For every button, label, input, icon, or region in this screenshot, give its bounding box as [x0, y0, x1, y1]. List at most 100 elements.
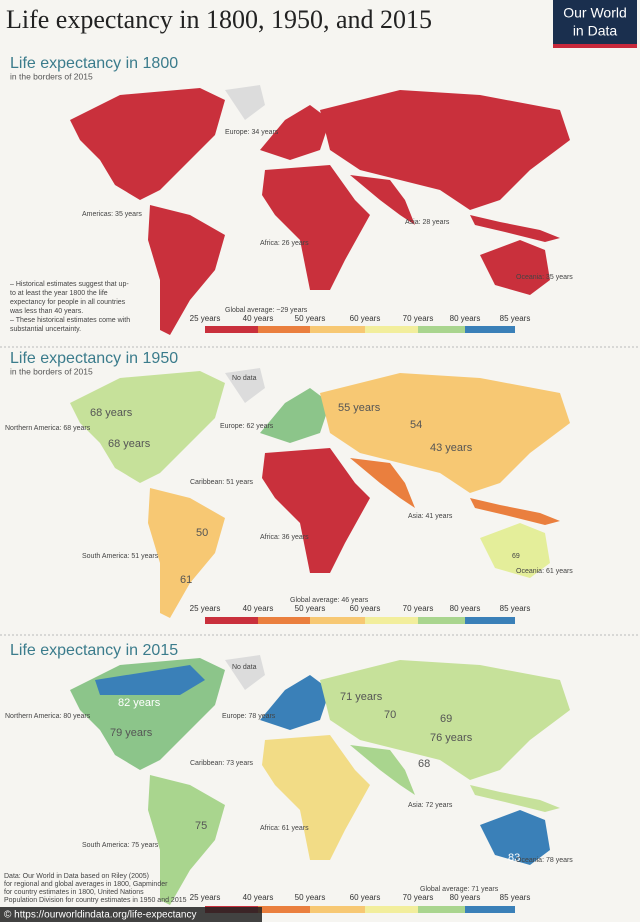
region-label: Asia: 41 years	[408, 513, 453, 520]
global-average: Global average: 71 years	[420, 886, 499, 893]
region-label: No data	[232, 664, 257, 671]
note-line: was less than 40 years.	[9, 308, 83, 315]
region-label: Africa: 61 years	[260, 825, 309, 832]
region-label: Oceania: 61 years	[516, 568, 573, 575]
legend-label: 60 years	[350, 604, 381, 613]
panel-subtitle: in the borders of 2015	[10, 71, 93, 81]
legend-swatch	[418, 326, 465, 333]
legend-swatch	[258, 906, 310, 913]
source-line: for regional and global averages in 1800…	[4, 881, 168, 888]
legend-swatch	[310, 617, 365, 624]
region-label: Europe: 78 years	[222, 713, 276, 720]
region-label: South America: 51 years	[82, 553, 159, 560]
notes: – Historical estimates suggest that up-t…	[9, 281, 130, 333]
country-value: 68 years	[90, 407, 133, 419]
legend-label: 50 years	[295, 604, 326, 613]
legend-label: 70 years	[403, 893, 434, 902]
legend-label: 25 years	[190, 893, 221, 902]
country-value: 68	[418, 758, 430, 770]
source: Data: Our World in Data based on Riley (…	[4, 873, 187, 904]
country-value: 43 years	[430, 442, 473, 454]
legend-swatch	[310, 326, 365, 333]
country-value: 61	[180, 574, 192, 586]
note-line: – These historical estimates come with	[10, 317, 130, 324]
source-line: for country estimates in 1800, United Na…	[4, 889, 144, 896]
region-label: Caribbean: 51 years	[190, 479, 254, 486]
region-label: Oceania: 78 years	[516, 857, 573, 864]
url-bar	[0, 907, 262, 922]
legend-label: 60 years	[350, 893, 381, 902]
region-label: Asia: 28 years	[405, 219, 450, 226]
country-value: 54	[410, 419, 422, 431]
legend-label: 40 years	[243, 893, 274, 902]
legend-swatch	[205, 617, 258, 624]
legend-swatch	[418, 617, 465, 624]
country-value: 82 years	[118, 697, 161, 709]
region-label: Europe: 62 years	[220, 423, 274, 430]
region-label: Northern America: 80 years	[5, 713, 91, 720]
legend-swatch	[258, 326, 310, 333]
logo-underline	[553, 44, 637, 48]
note-line: expectancy for people in all countries	[10, 299, 126, 306]
legend-label: 85 years	[500, 604, 531, 613]
region-label: South America: 75 years	[82, 842, 159, 849]
legend-label: 80 years	[450, 604, 481, 613]
legend-label: 40 years	[243, 314, 274, 323]
global-average: Global average: 46 years	[290, 597, 369, 604]
legend-label: 60 years	[350, 314, 381, 323]
region-label: Africa: 36 years	[260, 534, 309, 541]
region-label: Northern America: 68 years	[5, 425, 91, 432]
region-label: Asia: 72 years	[408, 802, 453, 809]
legend-label: 25 years	[190, 604, 221, 613]
region-label: Europe: 34 years	[225, 129, 279, 136]
panel-title: Life expectancy in 1800	[10, 55, 178, 72]
legend-label: 40 years	[243, 604, 274, 613]
country-value: 70	[384, 709, 396, 721]
region-label: No data	[232, 375, 257, 382]
logo-text: in Data	[573, 23, 618, 39]
legend-label: 25 years	[190, 314, 221, 323]
country-value: 50	[196, 527, 208, 539]
country-value: 75	[195, 820, 207, 832]
region-label: Americas: 35 years	[82, 211, 142, 218]
source-line: Population Division for country estimate…	[4, 897, 187, 904]
region-label: Caribbean: 73 years	[190, 760, 254, 767]
legend-swatch	[465, 617, 515, 624]
legend-swatch	[418, 906, 465, 913]
country-value: 68 years	[108, 438, 151, 450]
legend-swatch	[365, 906, 418, 913]
legend-label: 70 years	[403, 604, 434, 613]
global-average: Global average: ~29 years	[225, 307, 308, 314]
logo: Our World in Data	[553, 0, 637, 48]
note-line: substantial uncertainty.	[10, 326, 81, 333]
country-value: 76 years	[430, 732, 473, 744]
legend-label: 50 years	[295, 314, 326, 323]
note-line: – Historical estimates suggest that up-	[10, 281, 129, 288]
main-title: Life expectancy in 1800, 1950, and 2015	[6, 5, 432, 34]
note-line: to at least the year 1800 the life	[10, 290, 108, 297]
panel-title: Life expectancy in 1950	[10, 350, 178, 367]
legend-swatch	[205, 326, 258, 333]
legend-swatch	[465, 906, 515, 913]
legend-swatch	[365, 617, 418, 624]
legend-label: 70 years	[403, 314, 434, 323]
logo-text: Our World	[563, 5, 627, 21]
legend-label: 80 years	[450, 893, 481, 902]
legend-label: 50 years	[295, 893, 326, 902]
logo-box	[553, 0, 637, 44]
region-label: Oceania: 35 years	[516, 274, 573, 281]
legends: 25 years 40 years 50 years 60 years 70 years…	[190, 314, 531, 913]
panel-subtitle: in the borders of 2015	[10, 366, 93, 376]
country-value: 83	[508, 852, 520, 864]
legend-label: 85 years	[500, 314, 531, 323]
legend-swatch	[465, 326, 515, 333]
legend-swatch	[365, 326, 418, 333]
source-line: Data: Our World in Data based on Riley (…	[4, 873, 149, 880]
url: © https://ourworldindata.org/life-expect…	[4, 910, 196, 921]
country-value: 71 years	[340, 691, 383, 703]
map-2015	[70, 655, 570, 905]
country-value: 69	[440, 713, 452, 725]
legend-swatch	[258, 617, 310, 624]
country-value: 79 years	[110, 727, 153, 739]
